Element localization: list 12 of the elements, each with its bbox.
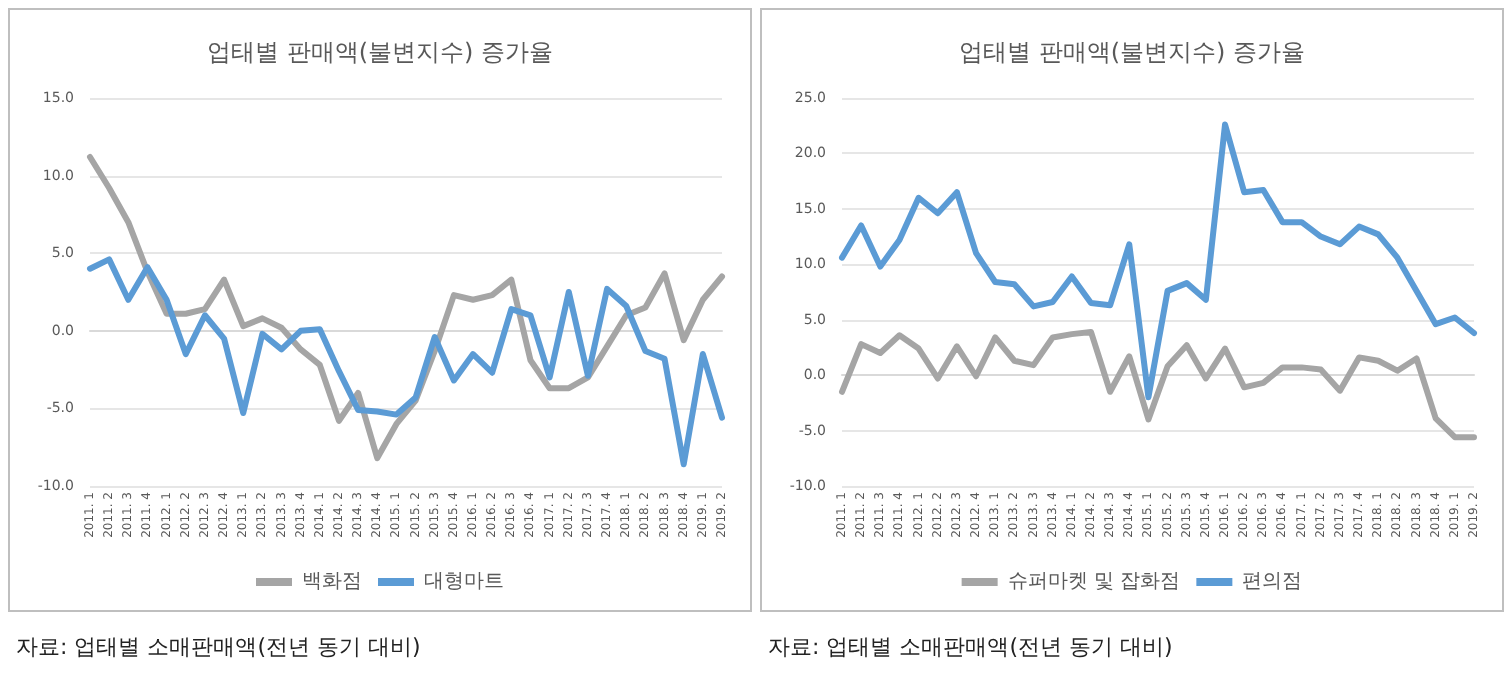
legend-label: 편의점 (1242, 571, 1303, 593)
text: 자료: 업태별 소매판매액(전년 동기 대비) (768, 632, 1175, 662)
line-series (839, 121, 1477, 401)
line-series (839, 328, 1477, 441)
line-series (87, 256, 725, 468)
legend-label: 슈퍼마켓 및 잡화점 (1007, 571, 1181, 593)
line-series (87, 153, 725, 462)
legend-label: 대형마트 (424, 571, 504, 593)
legend-label: 백화점 (302, 571, 362, 593)
chart-title: 업태별 판매액(불변지수) 증가율 (959, 38, 1305, 66)
text: 자료: 업태별 소매판매액(전년 동기 대비) (16, 632, 423, 662)
chart-title: 업태별 판매액(불변지수) 증가율 (207, 38, 553, 66)
